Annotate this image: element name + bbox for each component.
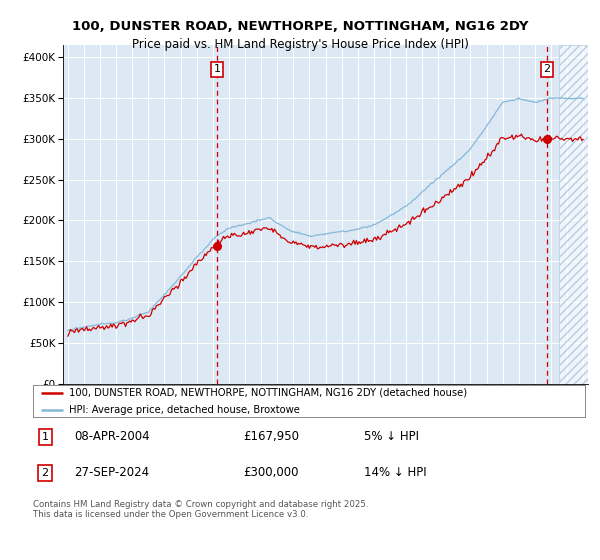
Text: 100, DUNSTER ROAD, NEWTHORPE, NOTTINGHAM, NG16 2DY: 100, DUNSTER ROAD, NEWTHORPE, NOTTINGHAM… xyxy=(72,20,528,32)
Text: 2: 2 xyxy=(544,64,550,74)
Text: Price paid vs. HM Land Registry's House Price Index (HPI): Price paid vs. HM Land Registry's House … xyxy=(131,38,469,51)
Text: £300,000: £300,000 xyxy=(243,466,298,479)
Text: 5% ↓ HPI: 5% ↓ HPI xyxy=(364,430,419,443)
Text: 100, DUNSTER ROAD, NEWTHORPE, NOTTINGHAM, NG16 2DY (detached house): 100, DUNSTER ROAD, NEWTHORPE, NOTTINGHAM… xyxy=(69,388,467,398)
Text: £167,950: £167,950 xyxy=(243,430,299,443)
Text: Contains HM Land Registry data © Crown copyright and database right 2025.
This d: Contains HM Land Registry data © Crown c… xyxy=(33,500,368,519)
Text: 2: 2 xyxy=(41,468,49,478)
Text: 1: 1 xyxy=(214,64,221,74)
Text: HPI: Average price, detached house, Broxtowe: HPI: Average price, detached house, Brox… xyxy=(69,405,300,415)
Text: 27-SEP-2024: 27-SEP-2024 xyxy=(74,466,149,479)
Text: 14% ↓ HPI: 14% ↓ HPI xyxy=(364,466,427,479)
Text: 1: 1 xyxy=(41,432,49,442)
Text: 08-APR-2004: 08-APR-2004 xyxy=(74,430,150,443)
